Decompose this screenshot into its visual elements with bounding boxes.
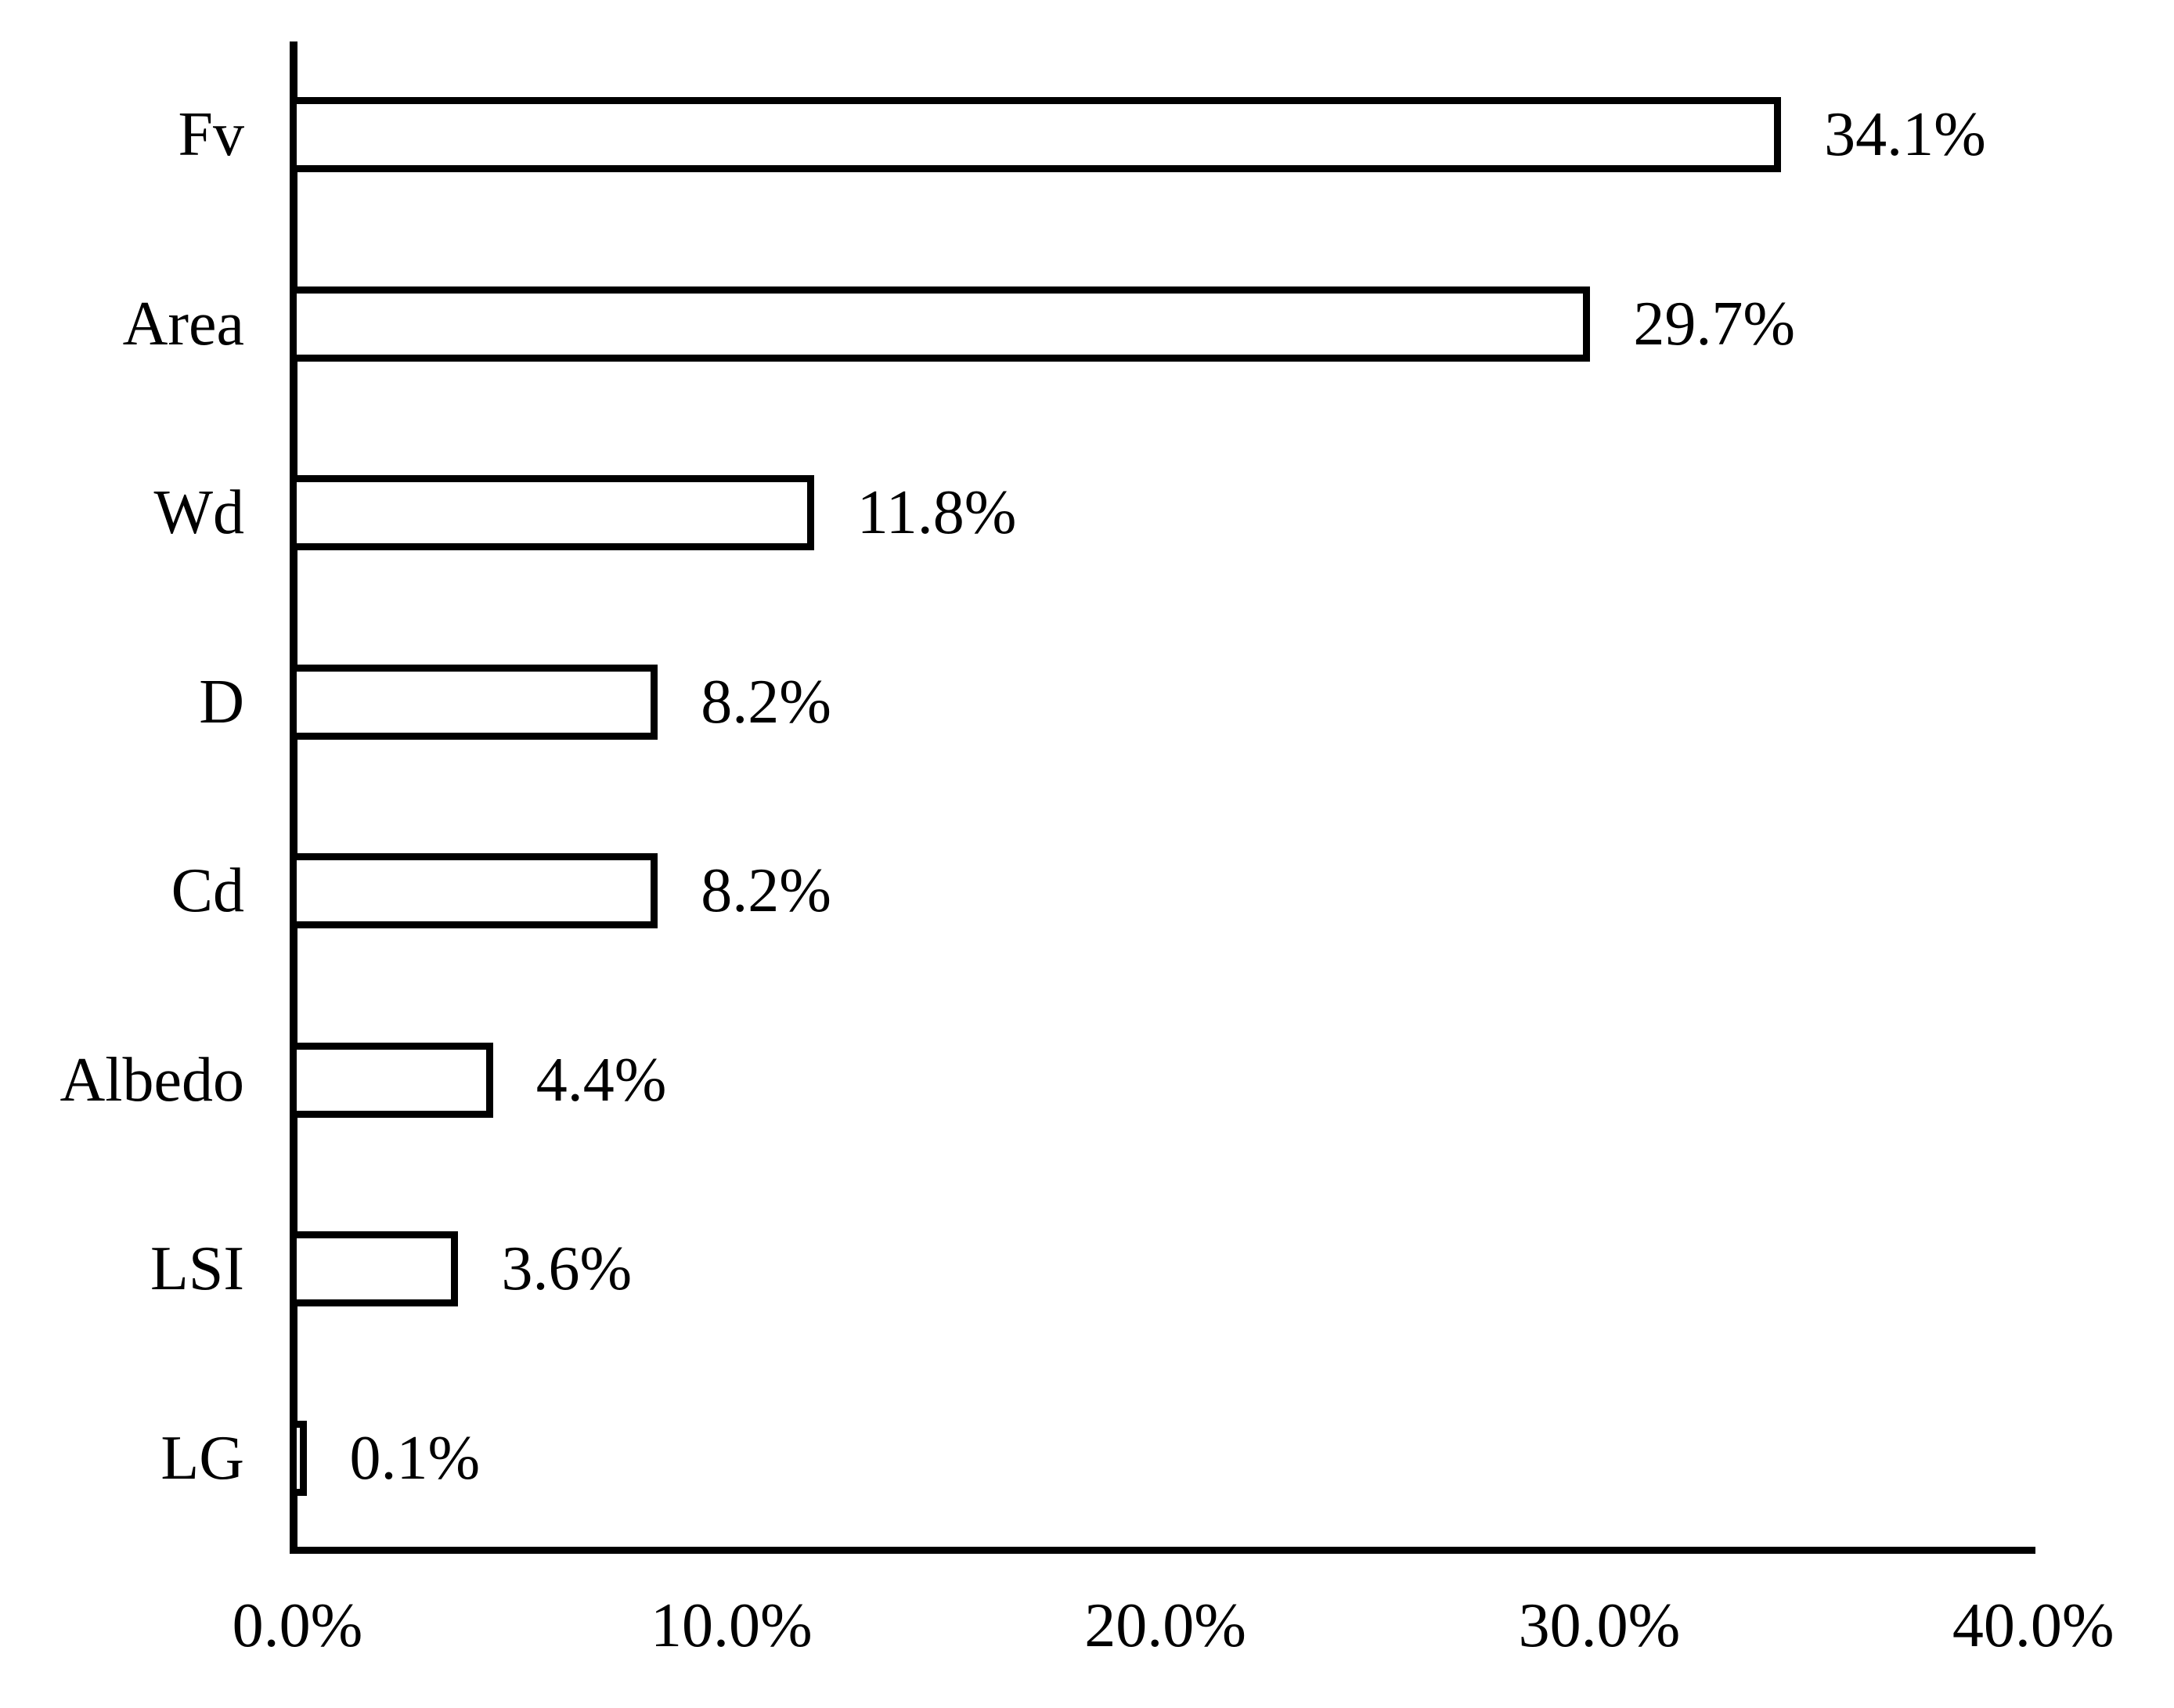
y-axis-line (290, 41, 297, 1554)
value-label: 8.2% (701, 667, 831, 737)
category-label: Wd (153, 478, 244, 548)
x-tick-label: 30.0% (1518, 1591, 1681, 1660)
category-label: Albedo (59, 1045, 244, 1115)
bar (290, 475, 814, 551)
value-label: 34.1% (1824, 100, 1986, 169)
value-label: 8.2% (701, 856, 831, 926)
value-label: 11.8% (856, 478, 1017, 548)
category-label: D (199, 667, 244, 737)
value-label: 3.6% (501, 1234, 633, 1304)
category-label: LSI (150, 1234, 244, 1304)
category-label: LG (160, 1423, 244, 1493)
x-tick-label: 0.0% (232, 1591, 363, 1660)
bar (290, 97, 1782, 172)
x-tick-label: 40.0% (1952, 1591, 2115, 1660)
value-label: 4.4% (535, 1045, 667, 1115)
category-label: Area (122, 289, 244, 359)
category-label: Cd (171, 856, 244, 926)
bar (290, 664, 658, 740)
category-label: Fv (178, 100, 245, 169)
bar (290, 1231, 459, 1307)
bar (290, 286, 1591, 362)
value-label: 29.7% (1633, 289, 1796, 359)
x-tick-label: 20.0% (1084, 1591, 1246, 1660)
bar (290, 1042, 493, 1118)
bar (290, 853, 658, 929)
x-tick-label: 10.0% (650, 1591, 813, 1660)
bar (290, 1420, 307, 1496)
x-axis-line (290, 1547, 2035, 1554)
value-label: 0.1% (349, 1423, 481, 1493)
